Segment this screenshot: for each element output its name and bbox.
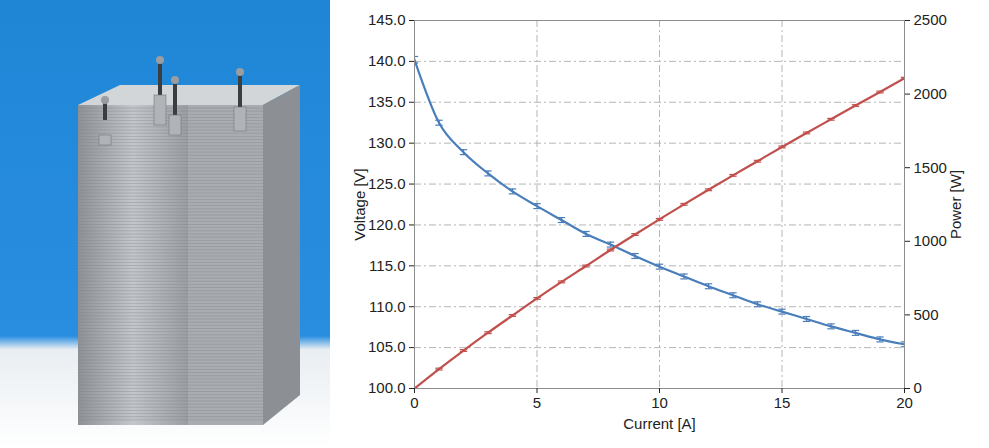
svg-text:2500: 2500: [914, 11, 947, 28]
svg-text:10: 10: [651, 394, 668, 411]
svg-text:125.0: 125.0: [368, 175, 406, 192]
svg-text:135.0: 135.0: [368, 93, 406, 110]
svg-text:0: 0: [914, 379, 922, 396]
svg-text:15: 15: [774, 394, 791, 411]
svg-text:1000: 1000: [914, 232, 947, 249]
svg-text:105.0: 105.0: [368, 338, 406, 355]
svg-text:110.0: 110.0: [369, 298, 405, 315]
svg-text:130.0: 130.0: [368, 134, 406, 151]
svg-text:2000: 2000: [914, 85, 947, 102]
svg-text:500: 500: [914, 306, 939, 323]
svg-text:20: 20: [896, 394, 913, 411]
svg-text:0: 0: [410, 394, 418, 411]
svg-text:115.0: 115.0: [369, 257, 405, 274]
svg-text:Power [W]: Power [W]: [947, 170, 964, 239]
svg-text:145.0: 145.0: [368, 11, 406, 28]
svg-text:Current [A]: Current [A]: [623, 415, 696, 432]
svg-text:140.0: 140.0: [368, 52, 406, 69]
svg-text:5: 5: [533, 394, 541, 411]
svg-text:Voltage [V]: Voltage [V]: [351, 168, 368, 241]
svg-text:100.0: 100.0: [368, 379, 406, 396]
svg-text:120.0: 120.0: [368, 216, 406, 233]
svg-text:1500: 1500: [914, 159, 947, 176]
